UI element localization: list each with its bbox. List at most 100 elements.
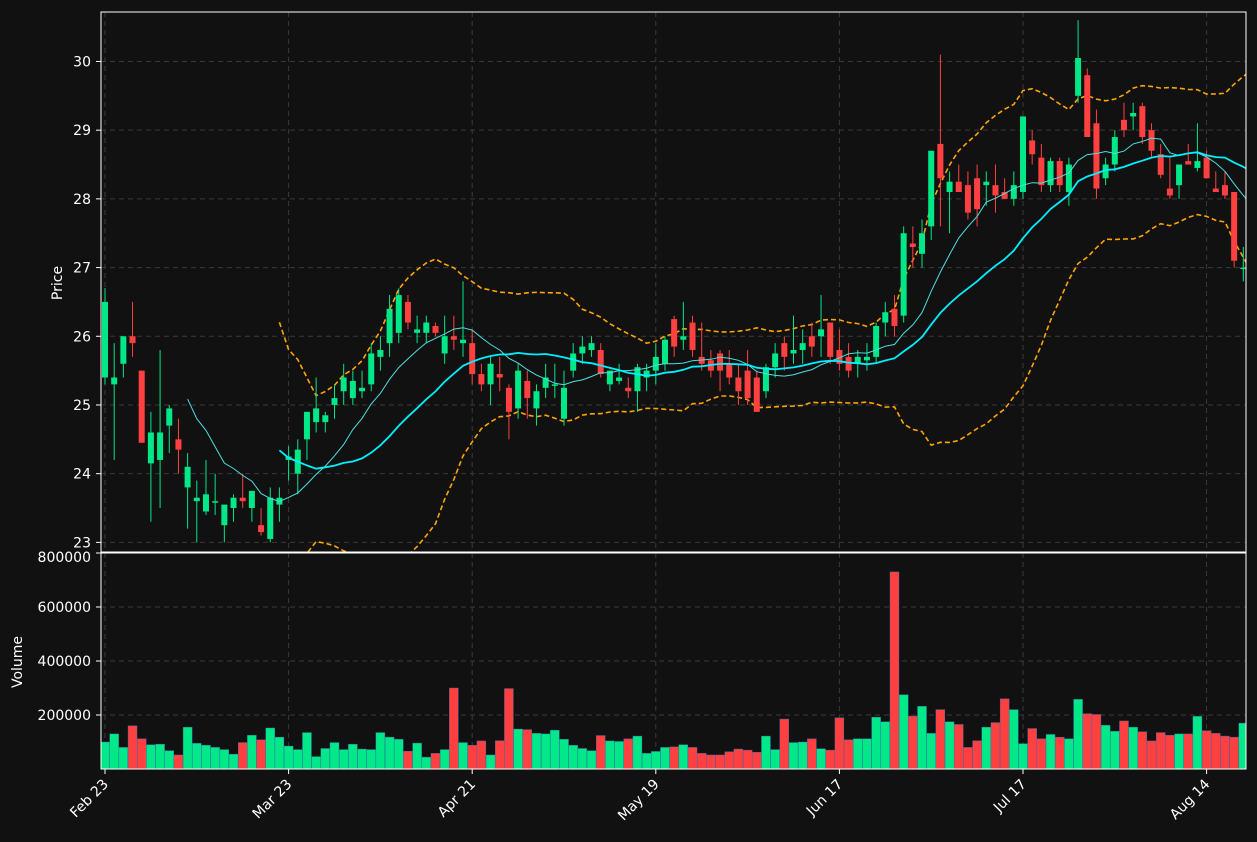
price-tick-label: 27 xyxy=(73,261,91,277)
candle-body xyxy=(891,308,898,326)
volume-bar xyxy=(797,741,808,769)
x-tick-label: Jun 17 xyxy=(803,777,846,820)
volume-bar xyxy=(237,742,248,769)
volume-bar xyxy=(403,750,413,769)
volume-bar xyxy=(375,732,386,769)
candle-body xyxy=(303,411,310,440)
candle-body xyxy=(1111,137,1118,165)
candle-body xyxy=(625,387,632,392)
candle-body xyxy=(900,233,907,316)
volume-bar xyxy=(467,745,477,769)
candle-body xyxy=(1084,75,1091,138)
candle-body xyxy=(836,350,843,364)
volume-bar xyxy=(348,743,358,769)
moving-average-lines xyxy=(187,137,1246,503)
volume-bar xyxy=(1082,713,1092,769)
candle-body xyxy=(551,384,558,386)
volume-bar xyxy=(770,749,780,769)
candle-body xyxy=(322,415,329,423)
volume-bar xyxy=(1183,733,1193,769)
candle-body xyxy=(882,312,889,323)
candle-body xyxy=(166,408,173,426)
volume-bar xyxy=(219,749,230,769)
x-tick-label: Mar 23 xyxy=(250,777,296,823)
volume-bar xyxy=(632,735,643,769)
volume-axis-title: Volume xyxy=(10,636,26,688)
volume-bar xyxy=(687,747,698,769)
volume-bar xyxy=(283,745,294,769)
candle-body xyxy=(1250,257,1256,274)
volume-bar xyxy=(1091,714,1102,769)
candle-body xyxy=(111,377,118,385)
volume-bar xyxy=(192,743,202,769)
volume-bar xyxy=(118,747,129,769)
candle-body xyxy=(230,497,237,509)
candle-body xyxy=(102,301,108,378)
volume-bar xyxy=(1192,716,1203,769)
volume-bar xyxy=(834,717,845,769)
candle-body xyxy=(1194,161,1201,168)
volume-bar xyxy=(898,694,909,769)
candle-body xyxy=(717,353,724,371)
volume-bar xyxy=(614,741,624,769)
candle-body xyxy=(1020,116,1026,192)
candle-body xyxy=(1203,157,1210,179)
volume-bar xyxy=(990,722,1001,769)
candle-body xyxy=(964,185,971,213)
volume-bar xyxy=(1100,725,1111,769)
candle-body xyxy=(147,432,154,464)
candle-body xyxy=(542,377,549,388)
volume-bar xyxy=(1248,730,1257,769)
volume-bar xyxy=(999,698,1010,769)
price-y-axis: 23 24 25 26 27 28 29 30 xyxy=(73,54,101,551)
moving-average-20 xyxy=(278,151,1246,470)
candle-body xyxy=(469,343,476,375)
candle-body xyxy=(1139,106,1146,138)
volume-bar xyxy=(669,746,679,769)
volume-bar xyxy=(256,739,266,769)
candle-body xyxy=(138,370,145,443)
candle-body xyxy=(450,336,457,340)
candle-body xyxy=(772,353,779,368)
candle-body xyxy=(1157,154,1164,175)
volume-bar xyxy=(1229,736,1239,769)
candle-body xyxy=(1010,185,1017,199)
volume-bar xyxy=(1119,720,1129,769)
candle-body xyxy=(808,336,815,347)
candle-body xyxy=(505,387,512,412)
volume-bar xyxy=(137,738,147,769)
candle-body xyxy=(487,363,494,385)
candle-body xyxy=(588,343,595,351)
volume-bar xyxy=(623,738,633,769)
price-tick-label: 23 xyxy=(73,535,91,551)
candle-body xyxy=(790,350,797,354)
volume-bar xyxy=(1174,733,1184,769)
volume-bar xyxy=(274,736,285,769)
volume-bar xyxy=(880,721,890,769)
volume-bar xyxy=(293,749,303,769)
candle-body xyxy=(1130,112,1137,117)
volume-bar xyxy=(522,729,532,769)
candle-body xyxy=(1093,123,1100,189)
candle-body xyxy=(377,350,384,357)
volume-bar xyxy=(201,745,211,769)
candle-body xyxy=(753,377,760,412)
volume-bar xyxy=(329,742,340,769)
bollinger-bands xyxy=(278,73,1246,552)
volume-bar xyxy=(366,749,376,769)
volume-bar xyxy=(1055,736,1065,769)
candle-body xyxy=(267,497,274,539)
candle-body xyxy=(1038,157,1045,186)
volume-bar xyxy=(302,732,312,769)
candle-body xyxy=(1056,161,1063,186)
volume-bar xyxy=(788,742,799,769)
x-tick-label: May 19 xyxy=(615,777,663,825)
candle-body xyxy=(129,336,136,344)
candle-body xyxy=(1185,161,1192,165)
candle-body xyxy=(1065,164,1072,192)
bollinger-upper-band xyxy=(278,73,1246,397)
volume-bar xyxy=(357,748,367,769)
price-tick-label: 28 xyxy=(73,192,91,208)
candle-body xyxy=(937,143,944,179)
